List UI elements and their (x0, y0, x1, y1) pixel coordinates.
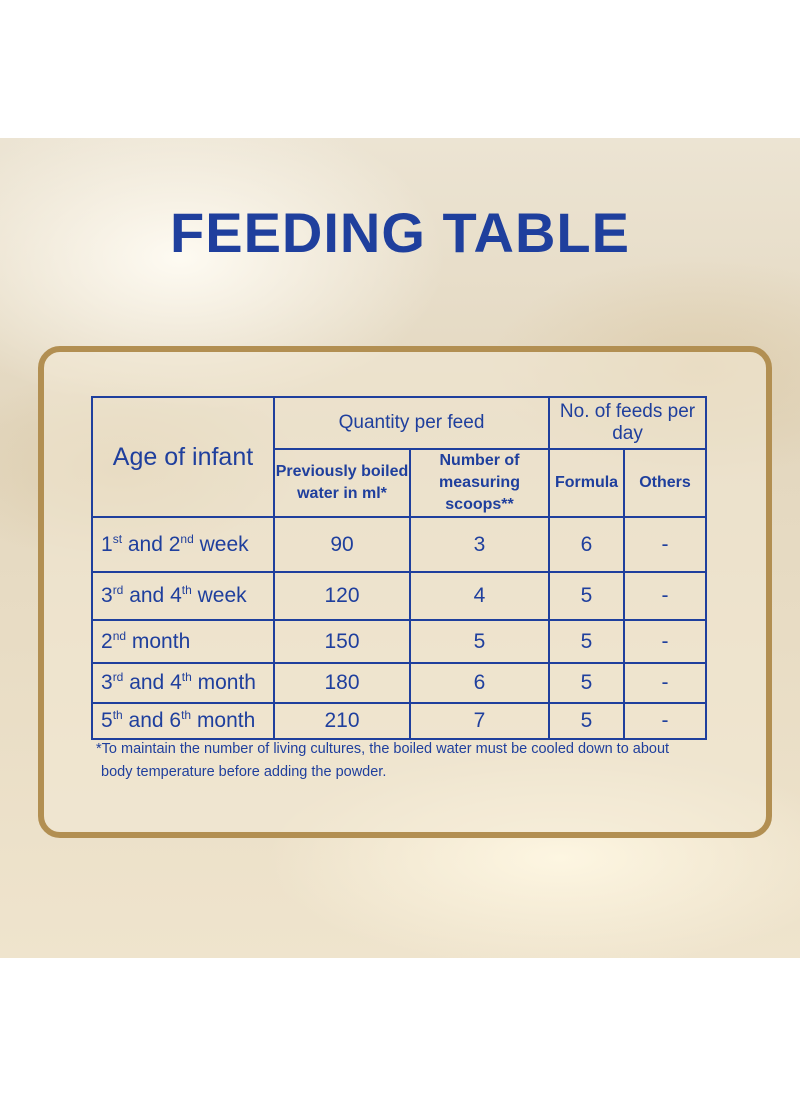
footnote-line2: body temperature before adding the powde… (101, 764, 387, 780)
table-row: 3rd and 4th week 120 4 5 - (91, 571, 708, 621)
age-cell: 5th and 6th month (91, 702, 275, 740)
header-formula: Formula (548, 448, 626, 518)
age-cell: 1st and 2nd week (91, 516, 275, 573)
header-quantity-per-feed: Quantity per feed (272, 396, 551, 450)
header-water-line1: Previously boiled (275, 463, 409, 480)
water-cell: 210 (273, 702, 411, 740)
scoops-cell: 6 (408, 662, 551, 704)
feeding-table: Age of infant Quantity per feed No. of f… (91, 396, 708, 740)
table-row: 3rd and 4th month 180 6 5 - (91, 662, 708, 704)
water-cell: 120 (273, 571, 411, 621)
footnote-line1: *To maintain the number of living cultur… (96, 741, 670, 757)
table-row: 2nd month 150 5 5 - (91, 619, 708, 664)
others-cell: - (623, 702, 708, 740)
water-cell: 180 (273, 662, 411, 704)
others-cell: - (623, 619, 708, 664)
scoops-cell: 4 (408, 571, 551, 621)
water-cell: 150 (273, 619, 411, 664)
water-cell: 90 (273, 516, 411, 573)
page-title: FEEDING TABLE (170, 201, 630, 264)
header-measuring-scoops: Number of measuring scoops** (408, 448, 551, 518)
formula-cell: 5 (548, 702, 626, 740)
header-others: Others (623, 448, 708, 518)
formula-cell: 5 (548, 571, 626, 621)
table-row: 5th and 6th month 210 7 5 - (91, 702, 708, 740)
footnote: *To maintain the number of living cultur… (96, 738, 696, 784)
others-cell: - (623, 662, 708, 704)
header-water-ml: Previously boiled water in ml* (273, 448, 411, 518)
age-cell: 2nd month (91, 619, 275, 664)
header-scoops-line1: Number of (439, 452, 520, 469)
header-scoops-line2: measuring scoops** (439, 474, 520, 513)
age-cell: 3rd and 4th week (91, 571, 275, 621)
others-cell: - (623, 571, 708, 621)
age-cell: 3rd and 4th month (91, 662, 275, 704)
header-age-of-infant: Age of infant (91, 396, 275, 518)
formula-cell: 5 (548, 619, 626, 664)
scoops-cell: 7 (408, 702, 551, 740)
header-feeds-per-day: No. of feeds per day (548, 396, 708, 450)
scoops-cell: 5 (408, 619, 551, 664)
table-row: 1st and 2nd week 90 3 6 - (91, 516, 708, 573)
formula-cell: 5 (548, 662, 626, 704)
others-cell: - (623, 516, 708, 573)
formula-cell: 6 (548, 516, 626, 573)
header-water-line2: water in ml* (297, 485, 387, 502)
scoops-cell: 3 (408, 516, 551, 573)
